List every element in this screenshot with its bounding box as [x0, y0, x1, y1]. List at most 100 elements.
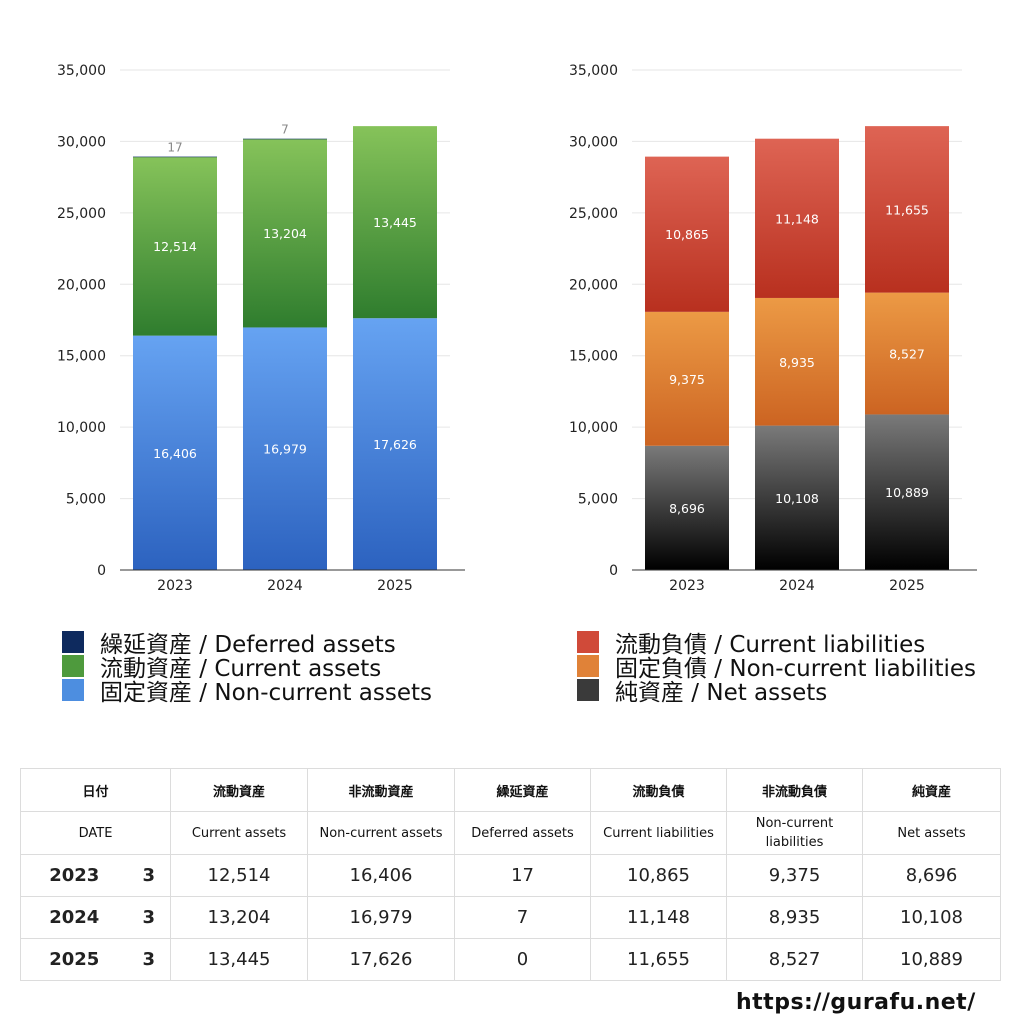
legend-label: 固定負債 / Non-current liabilities: [615, 656, 976, 682]
data-label: 10,889: [885, 485, 929, 500]
table-cell: 8,527: [726, 938, 864, 981]
table-header-cell: 非流動負債: [726, 768, 864, 812]
data-label: 7: [281, 123, 289, 137]
table-cell: 10,108: [862, 896, 1002, 939]
data-label: 13,204: [263, 226, 307, 241]
table-header-en: DATE Current assets Non-current assets D…: [19, 811, 1002, 855]
data-label: 11,148: [775, 211, 819, 226]
liabilities-legend: 流動負債 / Current liabilities 固定負債 / Non-cu…: [577, 630, 976, 706]
table-header-cell: Current assets: [170, 811, 309, 855]
bar-segment: [243, 327, 327, 570]
legend-label: 純資産 / Net assets: [615, 680, 828, 706]
legend-item-non-current-assets: 固定資産 / Non-current assets: [62, 678, 432, 706]
y-tick-label: 35,000: [57, 63, 106, 79]
legend-label: 流動負債 / Current liabilities: [615, 632, 926, 658]
site-link[interactable]: https://gurafu.net/: [736, 990, 976, 1015]
table-row: 2025 3 13,445 17,626 0 11,655 8,527 10,8…: [20, 938, 1002, 981]
table-header-cell: Net assets: [862, 811, 1002, 855]
y-tick-label: 5,000: [578, 492, 618, 508]
legend-swatch: [577, 655, 599, 677]
table-cell: 8,696: [862, 854, 1002, 897]
table-header-cell: Non-current liabilities: [726, 811, 864, 855]
legend-item-net-assets: 純資産 / Net assets: [577, 678, 976, 706]
table-cell: 13,204: [170, 896, 309, 939]
table-header-cell: Non-current assets: [307, 811, 456, 855]
table-row: 2024 3 13,204 16,979 7 11,148 8,935 10,1…: [20, 896, 1002, 939]
y-tick-label: 15,000: [569, 349, 618, 365]
table-header-cell: Current liabilities: [590, 811, 728, 855]
data-label: 10,865: [665, 227, 709, 242]
y-tick-label: 35,000: [569, 63, 618, 79]
bar-segment: [645, 156, 729, 312]
y-tick-label: 10,000: [57, 420, 106, 436]
table-cell: 8,935: [726, 896, 864, 939]
bar-segment: [755, 425, 839, 570]
y-tick-label: 15,000: [57, 349, 106, 365]
data-label: 10,108: [775, 491, 819, 506]
balance-sheet-table: 日付 流動資産 非流動資産 繰延資産 流動負債 非流動負債 純資産 DATE C…: [19, 768, 1002, 981]
table-cell: 10,865: [590, 854, 728, 897]
x-tick-label: 2025: [377, 578, 413, 594]
legend-swatch: [62, 631, 84, 653]
legend-label: 流動資産 / Current assets: [100, 656, 382, 682]
data-label: 8,527: [889, 347, 925, 362]
bar-segment: [865, 292, 949, 415]
bar-segment: [133, 156, 217, 158]
legend-swatch: [577, 679, 599, 701]
x-tick-label: 2025: [889, 578, 925, 594]
y-tick-label: 30,000: [57, 134, 106, 150]
x-tick-label: 2023: [157, 578, 193, 594]
table-header-jp: 日付 流動資産 非流動資産 繰延資産 流動負債 非流動負債 純資産: [19, 768, 1002, 812]
table-year-cell: 2024: [20, 896, 128, 939]
data-label: 12,514: [153, 239, 197, 254]
table-header-cell: 流動資産: [170, 768, 309, 812]
table-cell: 17: [454, 854, 592, 897]
table-header-cell: 流動負債: [590, 768, 728, 812]
bar-segment: [243, 138, 327, 140]
table-cell: 11,655: [590, 938, 728, 981]
table-header-cell: 非流動資産: [307, 768, 456, 812]
assets-chart: 0 5,000 10,000 15,000 20,000 25,000 30,000 35,0…: [57, 63, 465, 594]
bar-segment: [645, 445, 729, 570]
bar-segment: [353, 318, 437, 570]
data-label: 8,696: [669, 501, 705, 516]
y-tick-label: 30,000: [569, 134, 618, 150]
data-label: 11,655: [885, 202, 929, 217]
table-month-cell: 3: [127, 854, 172, 897]
x-tick-label: 2024: [267, 578, 303, 594]
bar-segment: [865, 414, 949, 570]
y-tick-label: 20,000: [569, 277, 618, 293]
data-label: 16,406: [153, 446, 197, 461]
bar-segment: [353, 126, 437, 319]
data-label: 13,445: [373, 215, 417, 230]
y-tick-label: 25,000: [57, 206, 106, 222]
table-header-cell: DATE: [19, 811, 172, 855]
x-tick-label: 2024: [779, 578, 815, 594]
table-row: 2023 3 12,514 16,406 17 10,865 9,375 8,6…: [20, 854, 1002, 897]
table-cell: 9,375: [726, 854, 864, 897]
data-label: 9,375: [669, 372, 705, 387]
table-header-cell: 繰延資産: [454, 768, 592, 812]
y-tick-label: 0: [609, 563, 618, 579]
table-cell: 10,889: [862, 938, 1002, 981]
legend-item-deferred-assets: 繰延資産 / Deferred assets: [62, 630, 432, 658]
x-tick-label: 2023: [669, 578, 705, 594]
table-header-cell: Deferred assets: [454, 811, 592, 855]
table-month-cell: 3: [127, 938, 172, 981]
y-tick-label: 20,000: [57, 277, 106, 293]
y-tick-label: 25,000: [569, 206, 618, 222]
bar-segment: [755, 297, 839, 426]
bar-segment: [133, 335, 217, 570]
bar-segment: [133, 156, 217, 336]
table-cell: 16,406: [307, 854, 456, 897]
table-header-cell: 日付: [19, 768, 172, 812]
legend-item-non-current-liabilities: 固定負債 / Non-current liabilities: [577, 654, 976, 682]
data-label: 16,979: [263, 442, 307, 457]
table-cell: 11,148: [590, 896, 728, 939]
table-year-cell: 2023: [20, 854, 128, 897]
bar-segment: [865, 126, 949, 293]
table-cell: 13,445: [170, 938, 309, 981]
legend-item-current-liabilities: 流動負債 / Current liabilities: [577, 630, 976, 658]
data-label: 17: [167, 141, 182, 155]
liabilities-chart: 0 5,000 10,000 15,000 20,000 25,000 30,000 35,0…: [569, 63, 977, 594]
